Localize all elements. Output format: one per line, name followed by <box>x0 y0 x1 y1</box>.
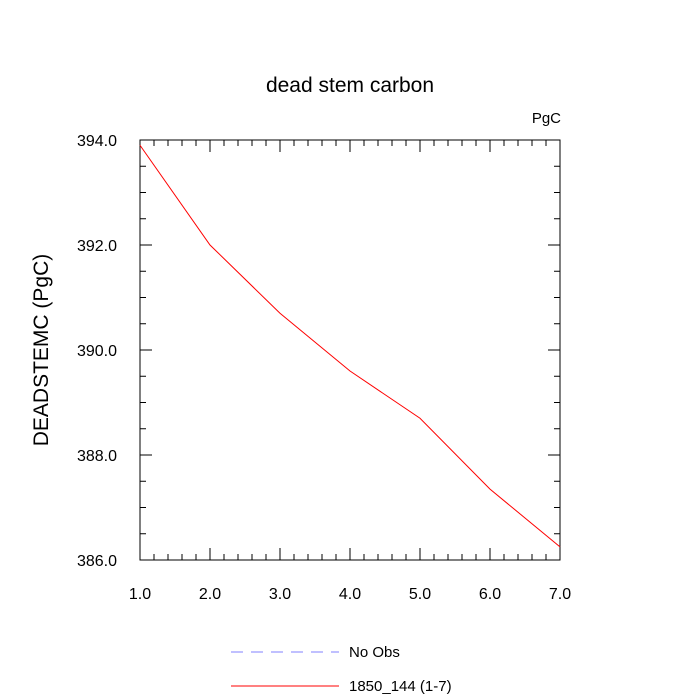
y-tick-label: 388.0 <box>77 448 117 465</box>
y-axis-label: DEADSTEMC (PgC) <box>30 254 53 447</box>
y-tick-label: 386.0 <box>77 553 117 570</box>
plot-frame <box>139 139 561 561</box>
units-label: PgC <box>532 110 561 127</box>
legend-label: 1850_144 (1-7) <box>349 678 452 695</box>
chart-title: dead stem carbon <box>266 74 434 97</box>
y-tick-label: 392.0 <box>77 238 117 255</box>
x-tick-label: 2.0 <box>199 586 221 603</box>
y-tick-label: 390.0 <box>77 343 117 360</box>
series-line <box>139 144 561 548</box>
legend-label: No Obs <box>349 644 400 661</box>
x-tick-label: 5.0 <box>409 586 431 603</box>
x-tick-label: 7.0 <box>549 586 571 603</box>
x-tick-label: 4.0 <box>339 586 361 603</box>
y-tick-label: 394.0 <box>77 133 117 150</box>
x-tick-label: 6.0 <box>479 586 501 603</box>
x-tick-label: 3.0 <box>269 586 291 603</box>
x-tick-label: 1.0 <box>129 586 151 603</box>
